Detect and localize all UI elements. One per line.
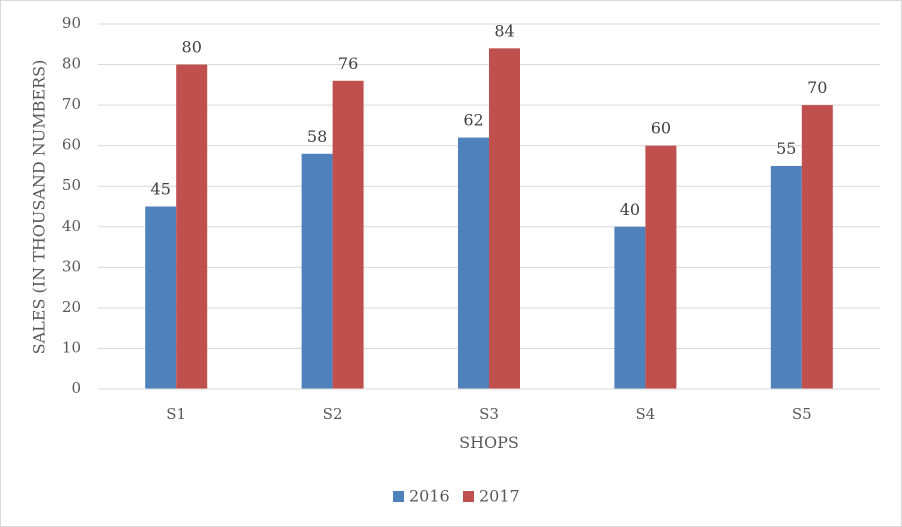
data-label-2017-S1: 80 — [182, 38, 202, 57]
bar-2017-S4 — [645, 145, 677, 389]
y-tick-label: 60 — [62, 136, 81, 154]
x-tick-label: S3 — [479, 405, 499, 423]
data-label-2016-S5: 55 — [776, 139, 796, 158]
bar-2016-S4 — [614, 226, 646, 389]
y-axis-title: SALES (IN THOUSAND NUMBERS) — [30, 60, 49, 355]
legend: 2016 2017 — [393, 487, 520, 506]
y-tick-label: 10 — [62, 338, 81, 356]
y-tick-label: 20 — [62, 298, 81, 316]
legend-swatch-2017 — [463, 491, 474, 502]
y-tick-label: 30 — [62, 257, 81, 275]
bar-2017-S3 — [489, 48, 520, 389]
y-tick-label: 70 — [62, 95, 81, 113]
data-label-2016-S3: 62 — [463, 111, 483, 130]
data-label-2017-S5: 70 — [807, 78, 827, 97]
data-label-2016-S1: 45 — [151, 180, 171, 199]
bar-2016-S3 — [458, 137, 489, 389]
data-label-2016-S2: 58 — [307, 127, 327, 146]
x-axis-title: SHOPS — [459, 433, 519, 452]
x-axis-ticks: S1 S2 S3 S4 S5 — [166, 405, 811, 423]
bar-2017-S5 — [801, 105, 833, 389]
y-tick-label: 80 — [62, 55, 81, 73]
y-tick-label: 90 — [62, 14, 81, 32]
y-axis-ticks: 0 10 20 30 40 50 60 70 80 90 — [62, 14, 81, 397]
x-tick-label: S2 — [323, 405, 343, 423]
data-label-2016-S4: 40 — [620, 200, 640, 219]
x-tick-label: S5 — [792, 405, 812, 423]
data-label-2017-S3: 84 — [494, 21, 514, 40]
x-tick-label: S4 — [635, 405, 655, 423]
data-labels: 45 80 58 76 62 84 40 60 55 70 — [151, 21, 828, 218]
bar-2016-S5 — [770, 165, 802, 389]
data-label-2017-S4: 60 — [651, 119, 671, 138]
legend-swatch-2016 — [393, 491, 404, 502]
legend-label-2017: 2017 — [479, 487, 520, 506]
data-label-2017-S2: 76 — [338, 54, 358, 73]
y-tick-label: 0 — [71, 379, 81, 397]
x-tick-label: S1 — [166, 405, 186, 423]
bar-2016-S2 — [301, 153, 333, 389]
bar-2016-S1 — [145, 206, 177, 389]
y-tick-label: 50 — [62, 176, 81, 194]
legend-label-2016: 2016 — [409, 487, 450, 506]
y-tick-label: 40 — [62, 217, 81, 235]
bar-2017-S2 — [332, 80, 364, 390]
bars — [145, 48, 833, 390]
bar-2017-S1 — [176, 64, 208, 390]
